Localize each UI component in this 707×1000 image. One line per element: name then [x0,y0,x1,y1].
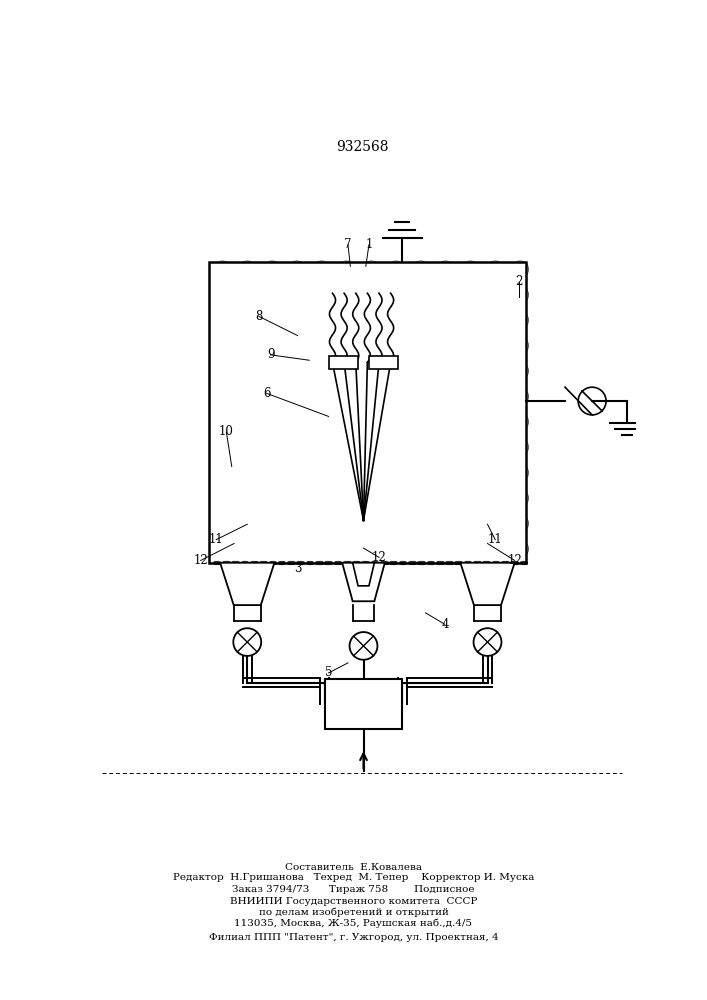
Polygon shape [220,563,274,605]
Text: 9: 9 [267,348,274,361]
Bar [325,679,402,729]
Polygon shape [460,563,515,605]
Text: 932568: 932568 [336,140,389,154]
Text: 6: 6 [263,387,270,400]
Text: 4: 4 [441,618,449,631]
Text: Заказ 3794/73      Тираж 758        Подписное: Заказ 3794/73 Тираж 758 Подписное [233,886,474,894]
Polygon shape [342,563,385,601]
Text: 12: 12 [507,554,522,567]
Polygon shape [353,563,374,586]
Text: по делам изобретений и открытий: по делам изобретений и открытий [259,907,448,917]
Bar [329,356,358,369]
Text: ВНИИПИ Государственного комитета  СССР: ВНИИПИ Государственного комитета СССР [230,896,477,906]
Text: 7: 7 [344,238,352,251]
Text: 2: 2 [515,275,522,288]
Text: 11: 11 [209,533,223,546]
Text: Составитель  Е.Ковалева: Составитель Е.Ковалева [285,862,422,871]
Bar [209,262,526,563]
Text: Филиал ППП "Патент", г. Ужгород, ул. Проектная, 4: Филиал ППП "Патент", г. Ужгород, ул. Про… [209,934,498,942]
Text: 12: 12 [194,554,208,567]
Text: 5: 5 [325,666,332,679]
Text: 3: 3 [294,562,301,575]
Text: 11: 11 [488,533,503,546]
Text: 113035, Москва, Ж-35, Раушская наб.,д.4/5: 113035, Москва, Ж-35, Раушская наб.,д.4/… [235,918,472,928]
Text: Редактор  Н.Гришанова   Техред  М. Тепер    Корректор И. Муска: Редактор Н.Гришанова Техред М. Тепер Кор… [173,874,534,882]
Text: 10: 10 [219,425,234,438]
Text: 8: 8 [255,310,262,323]
Text: 12: 12 [372,551,386,564]
Bar [369,356,398,369]
Text: 1: 1 [366,238,373,251]
